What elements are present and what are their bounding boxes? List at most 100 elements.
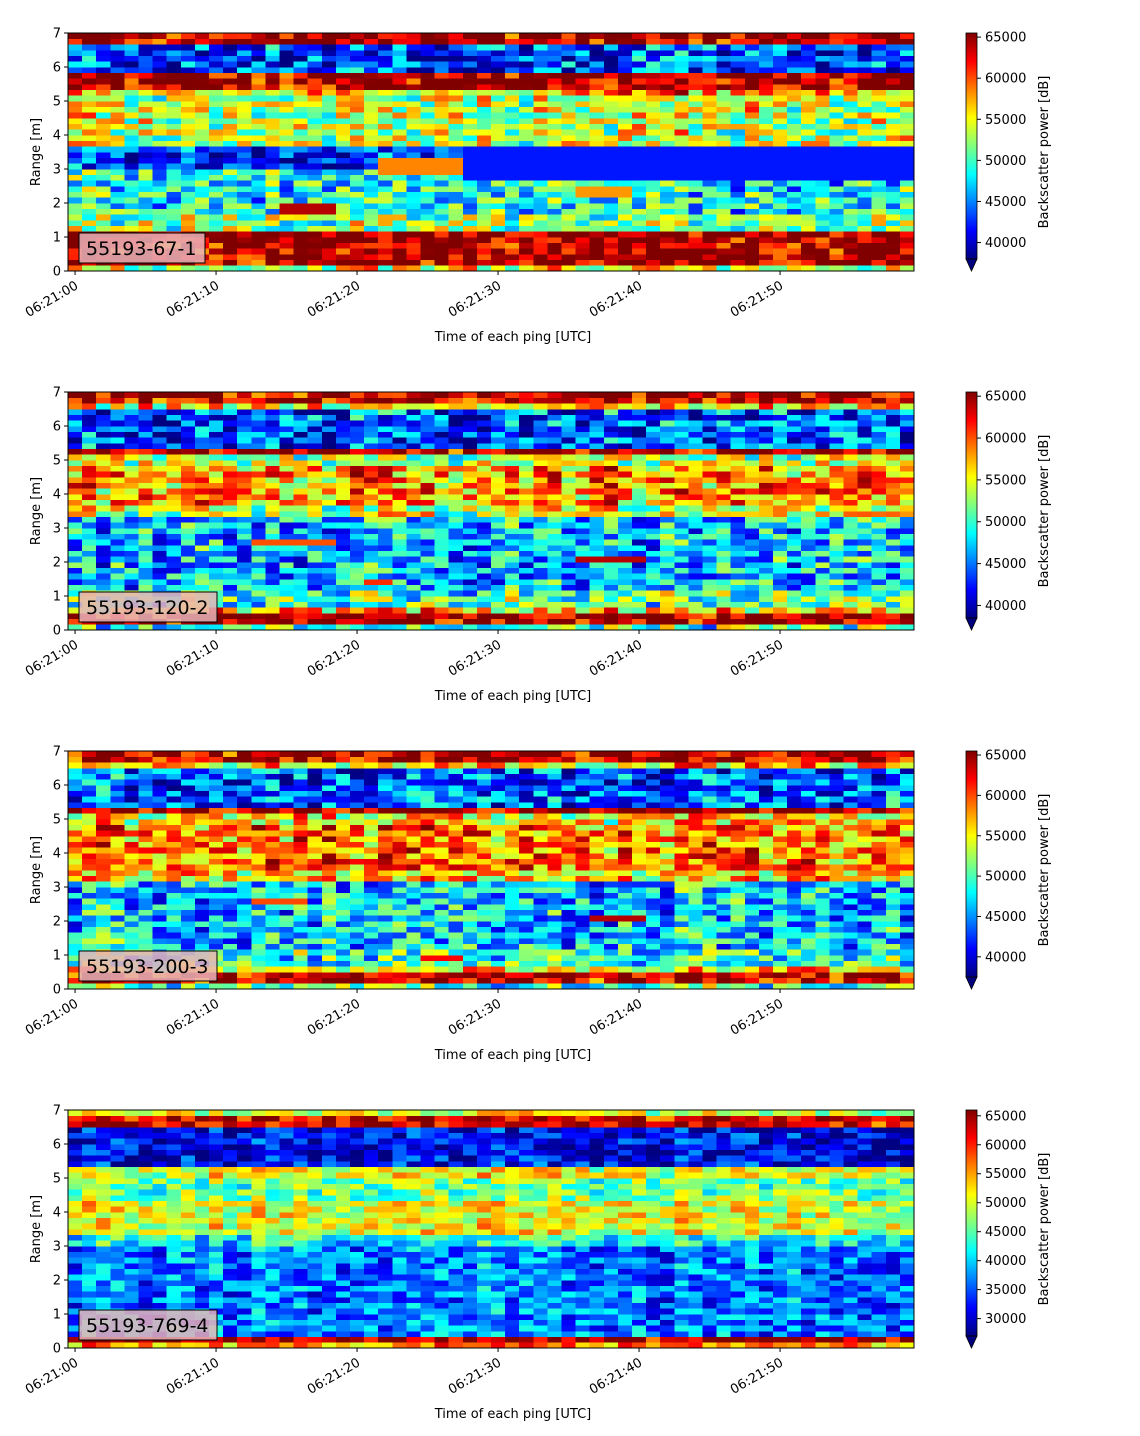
heatmap-cell [209,140,224,147]
heatmap-cell [251,231,266,238]
heatmap-cell [462,152,478,158]
heatmap-cell [801,135,816,141]
heatmap-cell [279,414,294,421]
heatmap-cell [491,106,506,113]
heatmap-cell [237,556,252,563]
heatmap-cell [505,596,520,602]
heatmap-cell [660,163,675,170]
heatmap-cell [265,157,280,164]
heatmap-cell [364,61,379,68]
heatmap-cell [223,191,238,198]
heatmap-cell [307,482,323,489]
heatmap-cell [265,516,280,523]
heatmap-cell [646,556,661,563]
heatmap-cell [138,89,153,96]
heatmap-cell [420,584,435,591]
heatmap-cell [152,191,167,198]
heatmap-cell [279,129,294,136]
heatmap-cell [237,225,252,232]
heatmap-cell [899,169,915,175]
heatmap-cell [265,61,280,68]
heatmap-cell [307,403,323,410]
heatmap-cell [617,191,633,198]
heatmap-cell [491,61,506,68]
heatmap-cell [815,231,830,238]
heatmap-cell [603,140,619,147]
heatmap-cell [744,499,760,506]
heatmap-cell [279,624,294,631]
heatmap-cell [561,477,576,483]
heatmap-cell [110,146,125,153]
heatmap-cell [744,186,760,192]
heatmap-cell [350,50,365,56]
heatmap-cell [223,414,238,421]
heatmap-cell [603,448,619,455]
heatmap-cell [420,573,435,580]
heatmap-cell [166,562,182,568]
heatmap-cell [251,186,266,192]
heatmap-cell [843,248,858,255]
heatmap-cell [801,237,816,243]
heatmap-cell [603,437,619,444]
heatmap-cell [744,265,760,272]
heatmap-cell [773,254,788,260]
heatmap-cell [885,242,901,249]
heatmap-cell [646,72,661,79]
heatmap-cell [716,180,731,187]
heatmap-cell [519,567,534,574]
heatmap-cell [730,242,746,249]
heatmap-cell [674,101,689,107]
heatmap-cell [491,242,506,249]
heatmap-cell [758,254,774,260]
heatmap-cell [505,84,520,90]
heatmap-cell [350,169,365,175]
heatmap-cell [632,248,647,255]
heatmap-cell [857,443,872,449]
heatmap-cell [575,208,590,215]
heatmap-cell [702,522,717,529]
heatmap-cell [617,140,633,147]
heatmap-cell [180,33,196,39]
heatmap-cell [293,403,308,410]
heatmap-cell [279,420,294,427]
heatmap-cell [194,477,210,483]
heatmap-cell [688,613,703,619]
heatmap-cell [533,225,548,232]
heatmap-cell [758,426,774,432]
heatmap-cell [491,505,506,512]
heatmap-cell [82,67,97,73]
heatmap-cell [364,545,379,551]
heatmap-cell [350,163,365,170]
heatmap-cell [533,460,548,466]
heatmap-cell [321,624,337,631]
heatmap-cell [194,567,210,574]
heatmap-cell [801,248,816,255]
heatmap-cell [885,180,901,187]
heatmap-cell [547,409,562,415]
heatmap-cell [829,624,844,631]
heatmap-cell [237,84,252,90]
heatmap-cell [491,494,506,500]
heatmap-cell [82,403,97,410]
heatmap-cell [702,562,717,568]
heatmap-cell [787,163,802,170]
heatmap-cell [392,409,407,415]
heatmap-cell [632,528,647,534]
heatmap-cell [730,448,746,455]
heatmap-cell [646,471,661,478]
heatmap-cell [152,431,167,438]
heatmap-cell [392,61,407,68]
heatmap-cell [68,477,83,483]
heatmap-cell [434,528,449,534]
heatmap-cell [617,259,633,266]
heatmap-cell [519,494,534,500]
heatmap-cell [180,67,196,73]
heatmap-cell [646,601,661,608]
heatmap-cell [547,579,562,585]
heatmap-cell [758,242,774,249]
heatmap-cell [378,533,393,540]
heatmap-cell [899,214,915,221]
heatmap-cell [730,471,746,478]
heatmap-cell [420,545,435,551]
heatmap-cell [279,220,294,226]
